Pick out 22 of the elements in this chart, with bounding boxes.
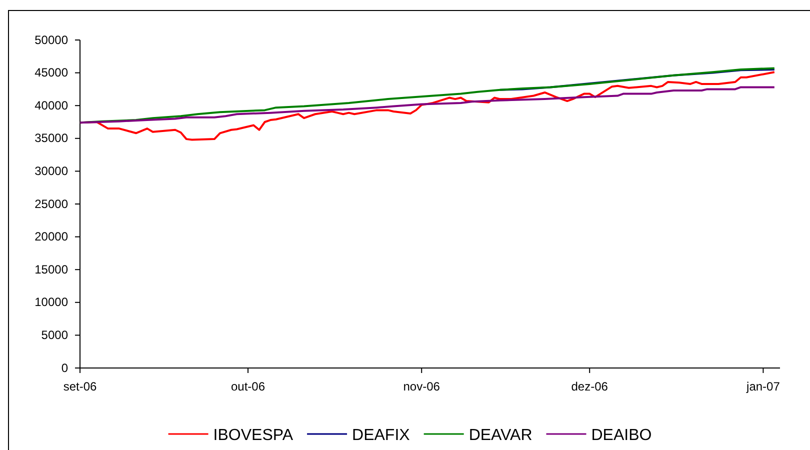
x-tick-label: dez-06 bbox=[571, 379, 608, 394]
legend-label: IBOVESPA bbox=[213, 427, 294, 444]
y-tick-label: 45000 bbox=[34, 66, 68, 80]
legend-label: DEAIBO bbox=[591, 427, 652, 444]
y-tick-label: 30000 bbox=[34, 164, 68, 178]
y-tick-label: 25000 bbox=[34, 196, 68, 211]
x-tick-label: set-06 bbox=[63, 379, 97, 394]
y-tick-label: 40000 bbox=[34, 98, 68, 112]
legend-label: DEAFIX bbox=[352, 427, 410, 444]
y-tick-label: 35000 bbox=[34, 131, 68, 146]
line-series bbox=[79, 86, 776, 124]
x-tick-label: out-06 bbox=[230, 379, 266, 394]
y-tick-label: 10000 bbox=[34, 295, 68, 310]
y-tick-label: 50000 bbox=[34, 32, 68, 47]
y-tick-label: 0 bbox=[61, 360, 68, 375]
x-tick-label: jan-07 bbox=[746, 379, 780, 394]
legend-label: DEAVAR bbox=[468, 427, 532, 444]
y-tick-label: 15000 bbox=[34, 262, 68, 276]
line-series bbox=[499, 68, 776, 91]
y-tick-label: 20000 bbox=[34, 230, 68, 244]
y-tick-label: 5000 bbox=[41, 328, 68, 342]
x-tick-label: nov-06 bbox=[403, 379, 440, 394]
